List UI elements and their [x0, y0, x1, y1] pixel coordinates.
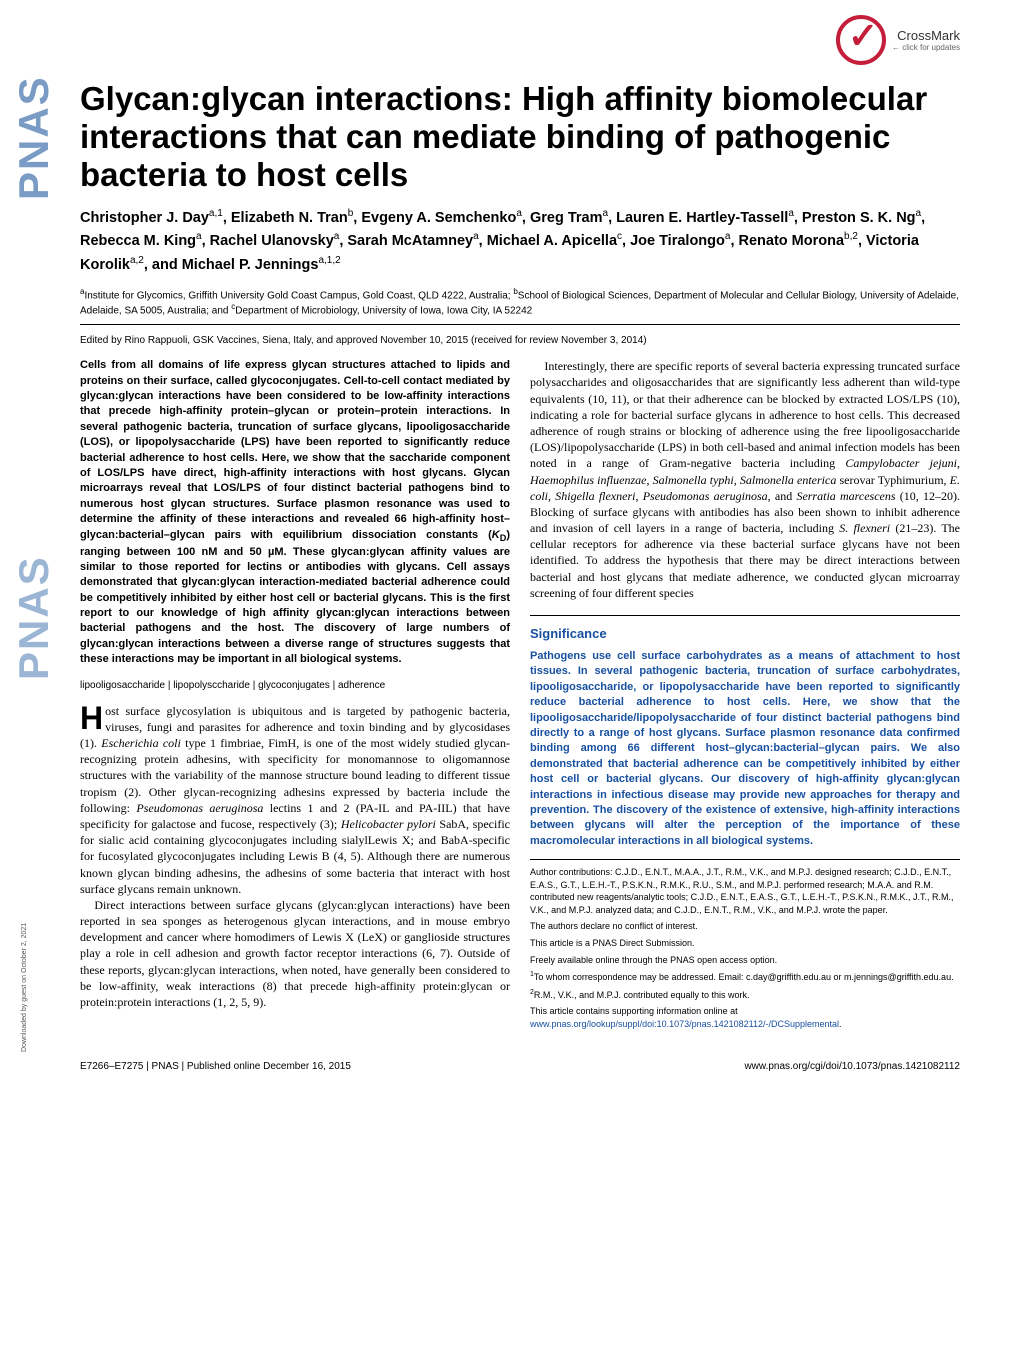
affiliations: aInstitute for Glycomics, Griffith Unive…: [80, 287, 960, 326]
crossmark-sub: ← click for updates: [892, 43, 960, 52]
right-column: Interestingly, there are specific report…: [530, 358, 960, 1034]
article-title: Glycan:glycan interactions: High affinit…: [80, 80, 960, 194]
significance-text: Pathogens use cell surface carbohydrates…: [530, 649, 960, 849]
significance-title: Significance: [530, 626, 960, 641]
footer-left: E7266–E7275 | PNAS | Published online De…: [80, 1061, 351, 1072]
fn-corresponding: 1To whom correspondence may be addressed…: [530, 970, 960, 984]
body-left-p2: Direct interactions between surface glyc…: [80, 897, 510, 1010]
pnas-watermark-1: PNAS: [10, 75, 58, 200]
edited-note: Edited by Rino Rappuoli, GSK Vaccines, S…: [80, 335, 960, 346]
fn-supporting: This article contains supporting informa…: [530, 1005, 960, 1030]
significance-box: Significance Pathogens use cell surface …: [530, 615, 960, 849]
crossmark-icon: [836, 15, 886, 65]
fn-contributions: Author contributions: C.J.D., E.N.T., M.…: [530, 866, 960, 916]
body-left: Host surface glycosylation is ubiquitous…: [80, 703, 510, 1011]
keywords: lipooligosaccharide | lipopolysccharide …: [80, 680, 510, 691]
fn-openaccess: Freely available online through the PNAS…: [530, 954, 960, 967]
fn-submission: This article is a PNAS Direct Submission…: [530, 937, 960, 950]
abstract: Cells from all domains of life express g…: [80, 358, 510, 667]
body-left-p1: Host surface glycosylation is ubiquitous…: [80, 703, 510, 897]
body-right-p1: Interestingly, there are specific report…: [530, 358, 960, 601]
fn-conflict: The authors declare no conflict of inter…: [530, 920, 960, 933]
crossmark-text: CrossMark: [892, 28, 960, 43]
author-list: Christopher J. Daya,1, Elizabeth N. Tran…: [80, 206, 960, 277]
download-note: Downloaded by guest on October 2, 2021: [21, 922, 28, 1051]
page-footer: E7266–E7275 | PNAS | Published online De…: [80, 1055, 960, 1072]
pnas-watermark-2: PNAS: [10, 555, 58, 680]
fn-equal: 2R.M., V.K., and M.P.J. contributed equa…: [530, 988, 960, 1002]
left-column: Cells from all domains of life express g…: [80, 358, 510, 1034]
crossmark-badge[interactable]: CrossMark ← click for updates: [836, 15, 960, 65]
footer-right: www.pnas.org/cgi/doi/10.1073/pnas.142108…: [744, 1061, 960, 1072]
footnotes: Author contributions: C.J.D., E.N.T., M.…: [530, 859, 960, 1031]
body-right: Interestingly, there are specific report…: [530, 358, 960, 601]
